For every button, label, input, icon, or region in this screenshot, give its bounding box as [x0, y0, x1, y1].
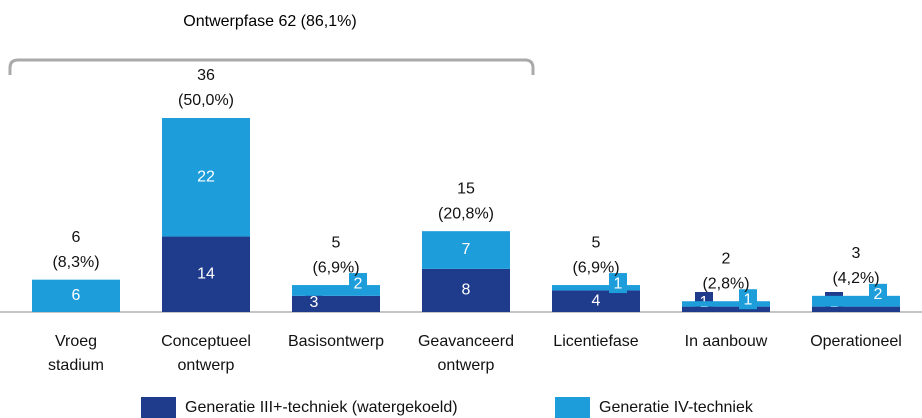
data-label: 2: [354, 275, 363, 292]
total-percent-label: (6,9%): [572, 259, 619, 276]
data-label: 3: [310, 294, 319, 311]
bar-segment: [292, 285, 380, 296]
bar-segment: [162, 118, 250, 237]
data-label: 1: [614, 275, 623, 292]
legend-label: Generatie IV-techniek: [599, 399, 754, 416]
total-percent-label: (50,0%): [178, 92, 234, 109]
legend-swatch: [555, 397, 590, 418]
total-label: 5: [592, 234, 601, 251]
total-percent-label: (20,8%): [438, 205, 494, 222]
data-label: 2: [874, 286, 883, 303]
data-label-box: [609, 273, 627, 294]
total-percent-label: (2,8%): [702, 275, 749, 292]
total-label: 3: [852, 245, 861, 262]
data-label: 8: [462, 282, 471, 299]
data-label: 1: [744, 291, 753, 308]
bar-segment: [422, 231, 510, 269]
x-tick-label: Vroeg stadium: [47, 333, 105, 374]
bar-segment: [162, 236, 250, 312]
x-tick-label: Operationeel: [810, 333, 902, 350]
x-tick-label: In aanbouw: [684, 333, 768, 350]
data-label-box: [869, 283, 887, 304]
total-percent-label: (8,3%): [52, 254, 99, 271]
data-label: 4: [592, 292, 601, 309]
total-label: 6: [72, 229, 81, 246]
legend-label: Generatie III+-techniek (watergekoeld): [185, 399, 458, 416]
bar-segment: [682, 306, 770, 312]
x-tick-label: Licentiefase: [553, 333, 639, 350]
bracket: [8, 58, 535, 75]
data-label: 22: [197, 168, 215, 185]
bar-segment: [682, 301, 770, 307]
bar-segment: [552, 290, 640, 312]
x-tick-label: Basisontwerp: [287, 333, 385, 350]
bar-segment: [552, 285, 640, 291]
bar-segment: [812, 295, 900, 307]
data-label: 14: [197, 265, 215, 282]
data-label: 7: [462, 241, 471, 258]
data-label-box: [349, 273, 367, 294]
legend-swatch: [141, 397, 176, 418]
total-label: 2: [722, 250, 731, 267]
data-label-box: [305, 292, 323, 312]
total-percent-label: (4,2%): [832, 270, 879, 287]
bar-segment: [32, 279, 120, 312]
data-label: 6: [72, 287, 81, 304]
x-tick-label: Geavanceerd ontwerp: [417, 333, 515, 374]
total-percent-label: (6,9%): [312, 259, 359, 276]
bar-segment: [812, 306, 900, 312]
total-label: 15: [457, 180, 475, 197]
bar-segment: [422, 268, 510, 312]
x-tick-label: Conceptueel ontwerp: [161, 333, 251, 374]
total-label: 5: [332, 234, 341, 251]
annotation: Ontwerpfase 62 (86,1%): [183, 13, 356, 30]
total-label: 36: [197, 67, 215, 84]
data-label-box: [739, 289, 757, 310]
